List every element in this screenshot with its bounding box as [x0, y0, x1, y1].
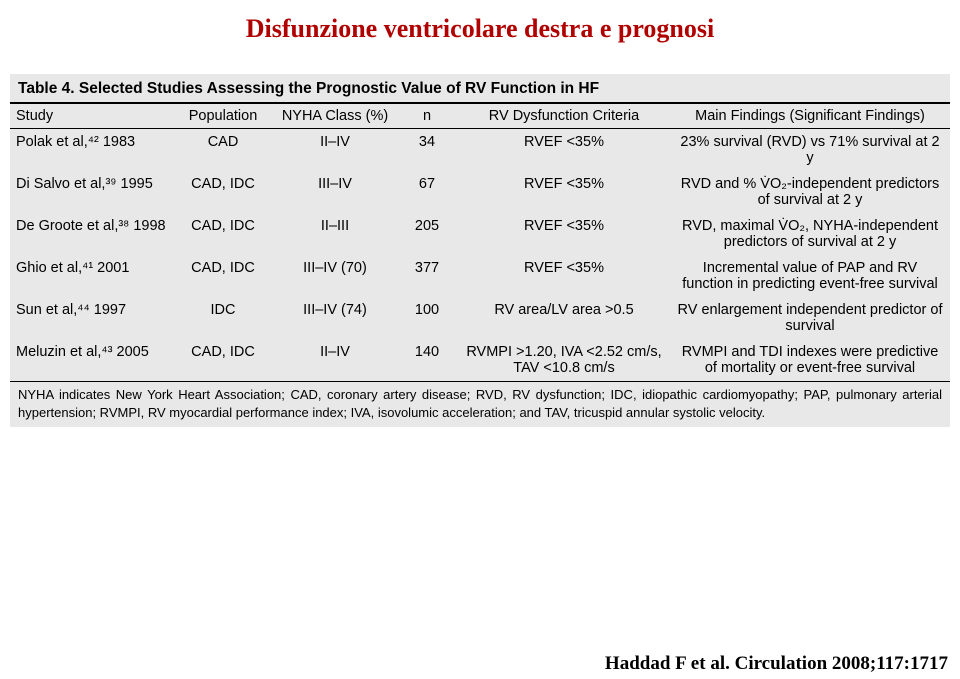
cell-n: 205 [396, 213, 458, 255]
studies-table: Study Population NYHA Class (%) n RV Dys… [10, 104, 950, 382]
table-container: Table 4. Selected Studies Assessing the … [10, 74, 950, 427]
header-criteria: RV Dysfunction Criteria [458, 104, 670, 129]
table-row: Ghio et al,⁴¹ 2001 CAD, IDC III–IV (70) … [10, 255, 950, 297]
header-nyha: NYHA Class (%) [274, 104, 396, 129]
cell-nyha: II–IV [274, 129, 396, 172]
cell-n: 34 [396, 129, 458, 172]
cell-criteria: RV area/LV area >0.5 [458, 297, 670, 339]
cell-population: CAD, IDC [172, 171, 274, 213]
cell-nyha: III–IV (70) [274, 255, 396, 297]
cell-criteria: RVEF <35% [458, 213, 670, 255]
cell-study: Ghio et al,⁴¹ 2001 [10, 255, 172, 297]
cell-nyha: III–IV (74) [274, 297, 396, 339]
table-row: Polak et al,⁴² 1983 CAD II–IV 34 RVEF <3… [10, 129, 950, 172]
cell-criteria: RVEF <35% [458, 171, 670, 213]
table-row: De Groote et al,³⁸ 1998 CAD, IDC II–III … [10, 213, 950, 255]
cell-findings: RVD, maximal V̇O₂, NYHA-independent pred… [670, 213, 950, 255]
cell-n: 377 [396, 255, 458, 297]
header-findings: Main Findings (Significant Findings) [670, 104, 950, 129]
cell-findings: Incremental value of PAP and RV function… [670, 255, 950, 297]
cell-n: 100 [396, 297, 458, 339]
cell-study: Di Salvo et al,³⁹ 1995 [10, 171, 172, 213]
cell-study: De Groote et al,³⁸ 1998 [10, 213, 172, 255]
cell-population: CAD [172, 129, 274, 172]
cell-population: CAD, IDC [172, 255, 274, 297]
table-footnote: NYHA indicates New York Heart Associatio… [10, 382, 950, 421]
table-row: Meluzin et al,⁴³ 2005 CAD, IDC II–IV 140… [10, 339, 950, 382]
header-study: Study [10, 104, 172, 129]
cell-criteria: RVEF <35% [458, 129, 670, 172]
table-header-row: Study Population NYHA Class (%) n RV Dys… [10, 104, 950, 129]
cell-findings: RVD and % V̇O₂-independent predictors of… [670, 171, 950, 213]
citation: Haddad F et al. Circulation 2008;117:171… [605, 653, 948, 675]
page-title: Disfunzione ventricolare destra e progno… [0, 14, 960, 44]
cell-nyha: III–IV [274, 171, 396, 213]
cell-nyha: II–IV [274, 339, 396, 382]
cell-findings: RVMPI and TDI indexes were predictive of… [670, 339, 950, 382]
cell-population: IDC [172, 297, 274, 339]
cell-criteria: RVEF <35% [458, 255, 670, 297]
cell-study: Polak et al,⁴² 1983 [10, 129, 172, 172]
cell-population: CAD, IDC [172, 213, 274, 255]
cell-study: Sun et al,⁴⁴ 1997 [10, 297, 172, 339]
cell-findings: 23% survival (RVD) vs 71% survival at 2 … [670, 129, 950, 172]
cell-nyha: II–III [274, 213, 396, 255]
cell-n: 140 [396, 339, 458, 382]
cell-findings: RV enlargement independent predictor of … [670, 297, 950, 339]
cell-population: CAD, IDC [172, 339, 274, 382]
table-row: Di Salvo et al,³⁹ 1995 CAD, IDC III–IV 6… [10, 171, 950, 213]
table-caption: Table 4. Selected Studies Assessing the … [10, 74, 950, 104]
table-row: Sun et al,⁴⁴ 1997 IDC III–IV (74) 100 RV… [10, 297, 950, 339]
header-population: Population [172, 104, 274, 129]
cell-criteria: RVMPI >1.20, IVA <2.52 cm/s, TAV <10.8 c… [458, 339, 670, 382]
cell-study: Meluzin et al,⁴³ 2005 [10, 339, 172, 382]
header-n: n [396, 104, 458, 129]
cell-n: 67 [396, 171, 458, 213]
